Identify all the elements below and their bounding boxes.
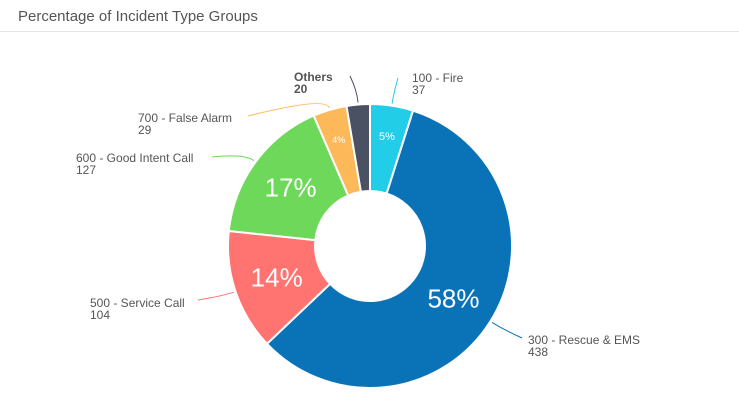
slice-label-500-service-call: 500 - Service Call [90, 296, 185, 310]
leader-line-300-rescue-ems [491, 322, 523, 339]
pct-label-600-good-intent-call: 17% [265, 173, 317, 203]
title-divider [0, 31, 739, 32]
leader-line-600-good-intent-call [211, 155, 255, 162]
slice-value-100-fire: 37 [412, 83, 426, 97]
slice-label-100-fire: 100 - Fire [412, 71, 464, 85]
slice-label-others: Others [294, 70, 333, 84]
leader-line-100-fire [391, 77, 399, 104]
slice-500-service-call[interactable] [227, 229, 332, 346]
chart-title: Percentage of Incident Type Groups [18, 8, 258, 25]
pct-label-700-false-alarm: 4% [332, 135, 345, 145]
slice-label-300-rescue-ems: 300 - Rescue & EMS [528, 333, 640, 347]
slice-value-600-good-intent-call: 127 [76, 163, 96, 177]
slice-others[interactable] [345, 102, 371, 193]
slice-600-good-intent-call[interactable] [227, 114, 350, 242]
pct-label-100-fire: 5% [379, 131, 395, 143]
slice-value-300-rescue-ems: 438 [528, 345, 548, 359]
leader-line-700-false-alarm [247, 103, 330, 117]
pct-label-500-service-call: 14% [251, 263, 303, 293]
slice-value-others: 20 [294, 82, 308, 96]
slice-value-500-service-call: 104 [90, 308, 110, 322]
leader-line-500-service-call [197, 291, 234, 301]
slice-label-700-false-alarm: 700 - False Alarm [138, 111, 232, 125]
leader-line-others [349, 75, 359, 103]
slice-300-rescue-ems[interactable] [265, 109, 513, 389]
slice-value-700-false-alarm: 29 [138, 123, 152, 137]
pct-label-300-rescue-ems: 58% [427, 283, 479, 313]
slice-label-600-good-intent-call: 600 - Good Intent Call [76, 151, 193, 165]
